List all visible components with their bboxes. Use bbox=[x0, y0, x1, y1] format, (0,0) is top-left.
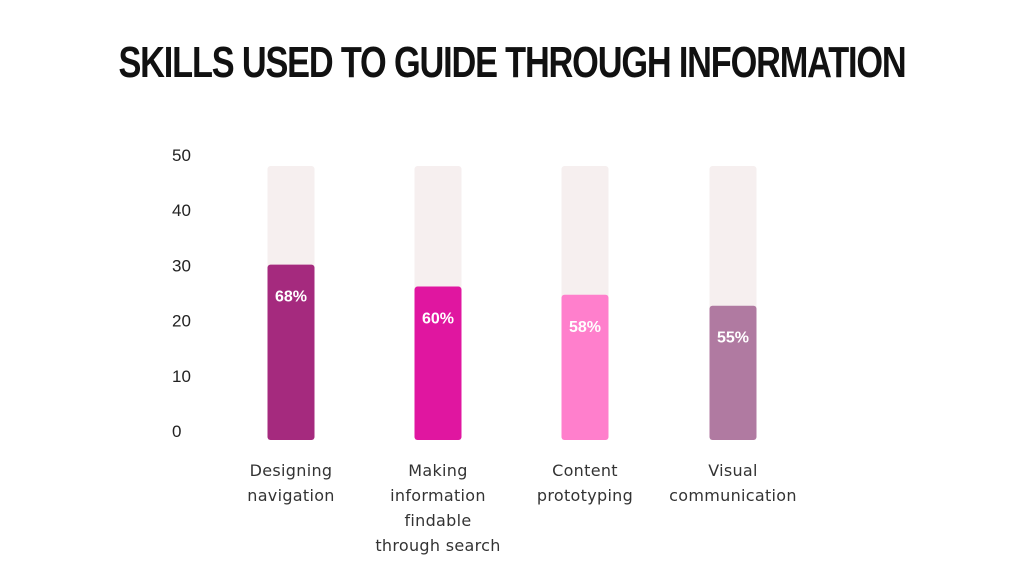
bar-data-label: 58% bbox=[569, 319, 601, 336]
y-tick-label: 0 bbox=[172, 422, 181, 441]
category-label-line: Visual bbox=[708, 461, 758, 480]
bar-data-label: 68% bbox=[275, 289, 307, 306]
bar bbox=[561, 294, 609, 440]
y-tick-label: 50 bbox=[172, 146, 191, 165]
category-label-line: information bbox=[390, 486, 486, 505]
y-tick-label: 20 bbox=[172, 312, 191, 331]
y-tick-label: 30 bbox=[172, 256, 191, 275]
category-label-line: Content bbox=[552, 461, 618, 480]
category-label: Content prototyping bbox=[505, 458, 665, 508]
bar bbox=[267, 264, 315, 440]
y-tick-label: 10 bbox=[172, 367, 191, 386]
bar-data-label: 55% bbox=[717, 330, 749, 347]
bar bbox=[414, 286, 462, 440]
category-label-line: navigation bbox=[247, 486, 335, 505]
category-label-line: Designing bbox=[249, 461, 333, 480]
category-label: Making information findable through search bbox=[358, 458, 518, 558]
category-label: Designing navigation bbox=[211, 458, 371, 508]
category-label-line: communication bbox=[669, 486, 797, 505]
bar-data-label: 60% bbox=[422, 311, 454, 328]
bar bbox=[709, 305, 757, 440]
category-label-line: through search bbox=[375, 536, 501, 555]
chart-title: SKILLS USED TO GUIDE THROUGH INFORMATION bbox=[118, 38, 906, 87]
category-label-line: findable bbox=[404, 511, 472, 530]
y-tick-label: 40 bbox=[172, 201, 191, 220]
category-label: Visual communication bbox=[653, 458, 813, 508]
category-label-line: prototyping bbox=[536, 486, 634, 505]
category-label-line: Making bbox=[408, 461, 468, 480]
